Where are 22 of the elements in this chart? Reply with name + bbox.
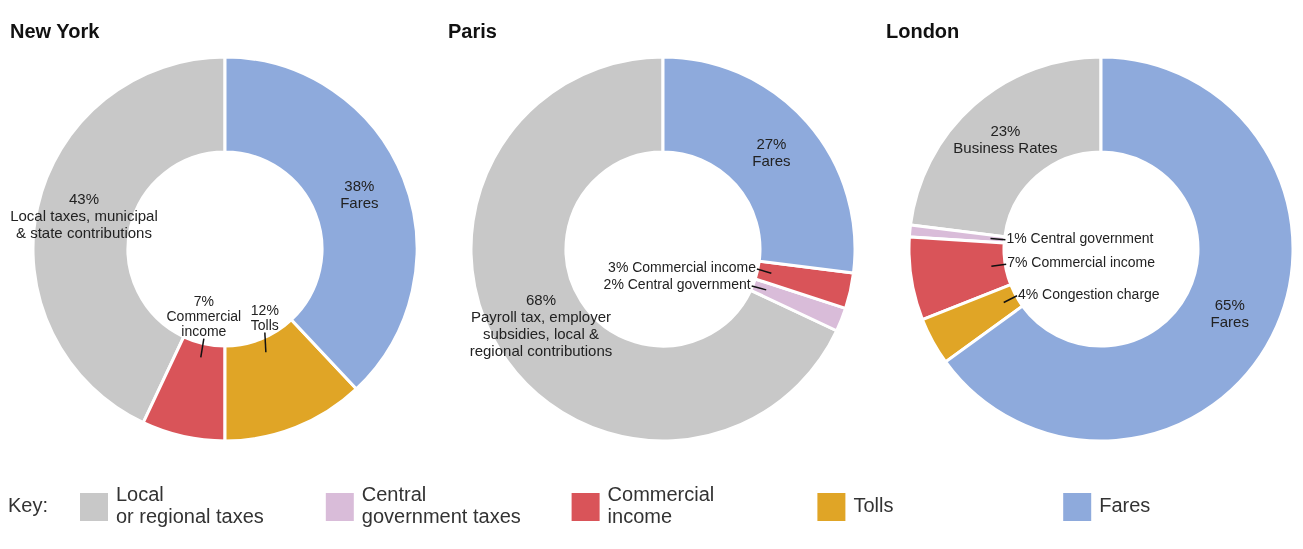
data-label: 23% Business Rates (953, 122, 1058, 157)
chart-title: London (886, 20, 960, 43)
data-label: 68% Payroll tax, employer subsidies, local & regional contributions (469, 290, 613, 359)
data-label: 4% Congestion charge (1018, 285, 1160, 302)
legend-label: Fares (1099, 494, 1151, 517)
legend-title: Key: (8, 494, 49, 517)
legend-label: Commercial income (607, 483, 715, 528)
data-label: 7% Commercial income (166, 293, 242, 340)
legend-label: Tolls (853, 494, 894, 517)
data-label: 2% Central government (603, 275, 751, 292)
data-label: 38% Fares (340, 177, 379, 212)
data-label: 1% Central government (1006, 229, 1154, 246)
legend-label: Central government taxes (361, 483, 521, 528)
data-label: 3% Commercial income (608, 258, 757, 275)
data-label: 27% Fares (752, 134, 791, 169)
data-label: 65% Fares (1210, 296, 1249, 331)
chart-title: New York (10, 20, 100, 43)
data-label: 12% Tolls (250, 301, 279, 333)
data-label: 43% Local taxes, municipal & state contributions (10, 190, 158, 242)
data-label: 7% Commercial income (1007, 254, 1156, 271)
legend-label: Local or regional taxes (116, 483, 264, 528)
chart-title: Paris (448, 20, 497, 43)
